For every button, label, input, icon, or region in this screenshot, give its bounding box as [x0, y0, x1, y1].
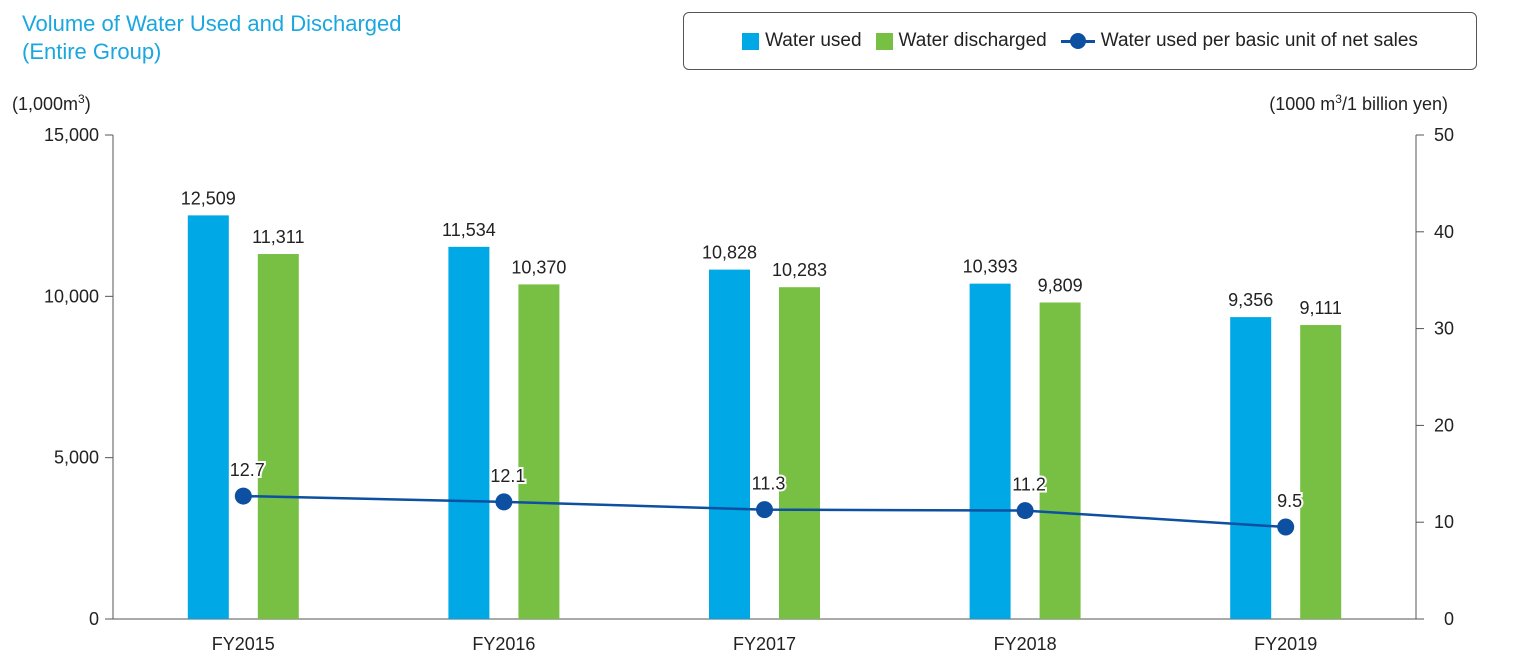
y-left-tick-label: 10,000 [44, 286, 99, 306]
x-tick-label: FY2015 [212, 634, 275, 654]
y-left-tick-label: 15,000 [44, 125, 99, 145]
x-tick-label: FY2018 [994, 634, 1057, 654]
line-point-water-per-unit [756, 501, 773, 519]
bar-label-water-used: 11,534 [442, 220, 496, 240]
bar-water-used [709, 269, 750, 619]
bar-label-water-discharged: 11,311 [252, 227, 304, 247]
bar-water-discharged [779, 287, 820, 619]
bar-label-water-discharged: 10,283 [772, 260, 827, 280]
legend-swatch-water-discharged [875, 32, 893, 50]
y-left-unit-label: (1,000m3) [12, 92, 91, 114]
chart-title-line-1: Volume of Water Used and Discharged [22, 11, 402, 36]
bar-water-discharged [257, 254, 299, 619]
bar-label-water-discharged: 9,111 [1300, 298, 1342, 318]
legend-item-water-discharged: Water discharged [875, 30, 1047, 52]
legend-item-water-used: Water used [742, 30, 862, 52]
line-point-water-per-unit [1016, 502, 1034, 520]
legend-item-water-per-unit: Water used per basic unit of net sales [1060, 30, 1418, 52]
x-tick-label: FY2016 [472, 634, 535, 654]
legend-label-water-discharged: Water discharged [898, 30, 1047, 51]
bar-label-water-used: 10,828 [702, 243, 757, 263]
y-right-unit-label: (1000 m3/1 billion yen) [1269, 92, 1448, 114]
line-point-water-per-unit [1277, 518, 1295, 536]
line-label-water-per-unit: 11.3 [752, 474, 786, 494]
legend-swatch-water-used [742, 32, 760, 50]
bar-label-water-used: 10,393 [963, 257, 1018, 277]
line-label-water-per-unit: 12.7 [230, 460, 265, 480]
bar-water-used [969, 283, 1011, 619]
bar-water-used [1230, 317, 1272, 619]
bar-label-water-discharged: 9,809 [1038, 275, 1083, 295]
line-label-water-per-unit: 12.1 [490, 466, 525, 486]
y-right-tick-label: 0 [1444, 609, 1454, 629]
bar-water-used [448, 246, 490, 619]
bar-label-water-used: 12,509 [181, 188, 236, 208]
chart-title: Volume of Water Used and Discharged (Ent… [22, 10, 402, 66]
bar-water-used [187, 215, 229, 619]
y-left-tick-label: 0 [89, 609, 99, 629]
line-layer [234, 487, 1295, 536]
y-right-tick-label: 30 [1434, 319, 1454, 339]
line-point-water-per-unit [234, 487, 252, 505]
y-left-tick-label: 5,000 [54, 448, 99, 468]
bar-water-discharged [1039, 302, 1081, 619]
bar-label-water-discharged: 10,370 [511, 257, 566, 277]
chart-legend: Water used Water discharged Water used p… [683, 12, 1477, 70]
line-label-water-per-unit: 9.5 [1277, 491, 1302, 511]
legend-label-water-used: Water used [765, 30, 862, 51]
legend-swatch-water-per-unit [1060, 32, 1095, 50]
axes-layer [105, 134, 1424, 620]
chart-title-line-2: (Entire Group) [22, 39, 162, 64]
y-right-tick-label: 10 [1434, 512, 1454, 532]
line-label-water-per-unit: 11.2 [1012, 475, 1046, 495]
bar-label-water-used: 9,356 [1228, 290, 1273, 310]
y-right-tick-label: 50 [1434, 125, 1454, 145]
x-tick-label: FY2019 [1254, 634, 1317, 654]
labels-layer: 0 5,000 10,000 15,000 0 10 20 30 40 50 (1,000m3) (1… [12, 92, 1454, 654]
y-right-tick-label: 40 [1434, 222, 1454, 242]
bar-water-discharged [518, 284, 560, 619]
bar-water-discharged [1300, 325, 1342, 619]
line-point-water-per-unit [495, 493, 513, 511]
y-right-tick-label: 20 [1434, 415, 1454, 435]
bars-layer [187, 215, 1342, 619]
legend-label-water-per-unit: Water used per basic unit of net sales [1100, 30, 1418, 51]
x-tick-label: FY2017 [733, 634, 796, 654]
